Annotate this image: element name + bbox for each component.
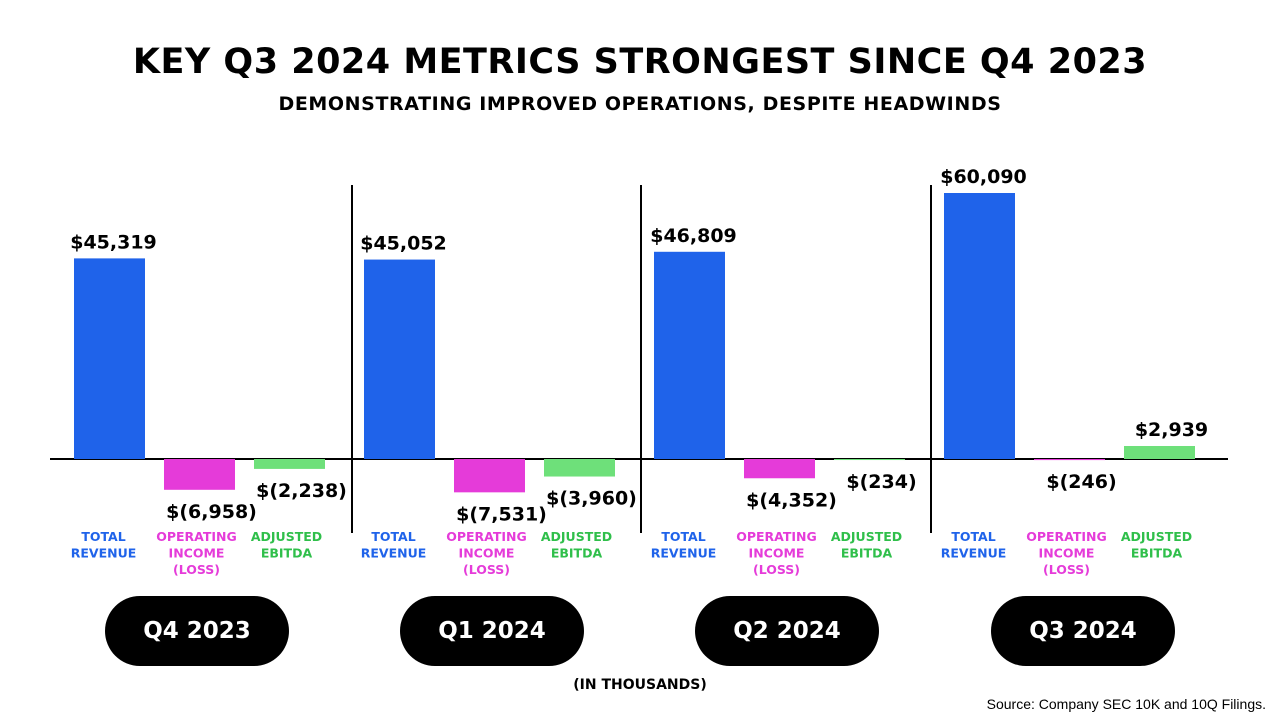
- metric-label-operating-income-1-line2: INCOME: [169, 546, 225, 561]
- metric-label-adjusted-ebitda-4-line1: ADJUSTED: [1121, 529, 1192, 544]
- value-label-adjusted-ebitda-4: $2,939: [1135, 419, 1208, 441]
- bar-total-revenue-3: [654, 251, 725, 459]
- value-label-adjusted-ebitda-2: $(3,960): [546, 488, 637, 510]
- metric-label-adjusted-ebitda-4-line2: EBITDA: [1131, 546, 1183, 561]
- metric-label-total-revenue-1-line1: TOTAL: [81, 529, 125, 544]
- metric-label-operating-income-1-line1: OPERATING: [156, 529, 237, 544]
- metric-label-total-revenue-2-line2: REVENUE: [361, 546, 427, 561]
- value-label-operating-income-1: $(6,958): [166, 501, 257, 523]
- value-label-adjusted-ebitda-1: $(2,238): [256, 480, 347, 502]
- metric-label-operating-income-2-line1: OPERATING: [446, 529, 527, 544]
- metric-label-total-revenue-3-line2: REVENUE: [651, 546, 717, 561]
- chart-subtitle: DEMONSTRATING IMPROVED OPERATIONS, DESPI…: [278, 93, 1002, 115]
- metric-label-adjusted-ebitda-1-line1: ADJUSTED: [251, 529, 322, 544]
- quarter-pill-q4-2023: Q4 2023: [105, 596, 289, 666]
- value-label-total-revenue-1: $45,319: [70, 231, 157, 253]
- metric-label-adjusted-ebitda-3-line1: ADJUSTED: [831, 529, 902, 544]
- chart-title: KEY Q3 2024 METRICS STRONGEST SINCE Q4 2…: [132, 42, 1148, 82]
- quarter-pill-q1-2024: Q1 2024: [400, 596, 584, 666]
- metric-label-adjusted-ebitda-2-line1: ADJUSTED: [541, 529, 612, 544]
- bar-operating-income-4: [1034, 459, 1105, 461]
- metric-label-operating-income-4-line1: OPERATING: [1026, 529, 1107, 544]
- value-label-total-revenue-2: $45,052: [360, 233, 447, 255]
- metric-label-operating-income-3-line1: OPERATING: [736, 529, 817, 544]
- quarter-pill-q3-2024: Q3 2024: [991, 596, 1175, 666]
- metric-label-operating-income-2-line3: (LOSS): [463, 562, 510, 577]
- value-label-total-revenue-4: $60,090: [940, 166, 1027, 188]
- bar-total-revenue-2: [364, 259, 435, 459]
- metric-label-operating-income-4-line3: (LOSS): [1043, 562, 1090, 577]
- metric-label-operating-income-4-line2: INCOME: [1039, 546, 1095, 561]
- metric-label-total-revenue-3-line1: TOTAL: [661, 529, 705, 544]
- value-label-operating-income-2: $(7,531): [456, 503, 547, 525]
- metric-label-operating-income-3-line3: (LOSS): [753, 562, 800, 577]
- bar-total-revenue-4: [944, 193, 1015, 459]
- metric-label-total-revenue-4-line2: REVENUE: [941, 546, 1007, 561]
- bar-operating-income-1: [164, 459, 235, 490]
- metric-label-total-revenue-1-line2: REVENUE: [71, 546, 137, 561]
- source-note: Source: Company SEC 10K and 10Q Filings.: [986, 696, 1266, 712]
- metric-label-adjusted-ebitda-2-line2: EBITDA: [551, 546, 603, 561]
- value-label-operating-income-4: $(246): [1046, 471, 1116, 493]
- bar-operating-income-3: [744, 459, 815, 479]
- bar-total-revenue-1: [74, 258, 145, 459]
- metric-label-operating-income-1-line3: (LOSS): [173, 562, 220, 577]
- bar-operating-income-2: [454, 459, 525, 493]
- bar-adjusted-ebitda-2: [544, 459, 615, 477]
- value-label-total-revenue-3: $46,809: [650, 225, 737, 247]
- metric-label-adjusted-ebitda-3-line2: EBITDA: [841, 546, 893, 561]
- value-label-adjusted-ebitda-3: $(234): [846, 471, 916, 493]
- bar-adjusted-ebitda-3: [834, 459, 905, 461]
- value-label-operating-income-3: $(4,352): [746, 489, 837, 511]
- quarter-pill-q2-2024: Q2 2024: [695, 596, 879, 666]
- bar-adjusted-ebitda-4: [1124, 445, 1195, 459]
- unit-note: (IN THOUSANDS): [573, 677, 707, 693]
- bar-chart: $45,319 TOTAL REVENUE $(6,958) OPERATING INCO…: [50, 166, 1228, 577]
- metric-label-operating-income-2-line2: INCOME: [459, 546, 515, 561]
- metric-label-total-revenue-2-line1: TOTAL: [371, 529, 415, 544]
- bar-adjusted-ebitda-1: [254, 459, 325, 469]
- metric-label-adjusted-ebitda-1-line2: EBITDA: [261, 546, 313, 561]
- metric-label-operating-income-3-line2: INCOME: [749, 546, 805, 561]
- metric-label-total-revenue-4-line1: TOTAL: [951, 529, 995, 544]
